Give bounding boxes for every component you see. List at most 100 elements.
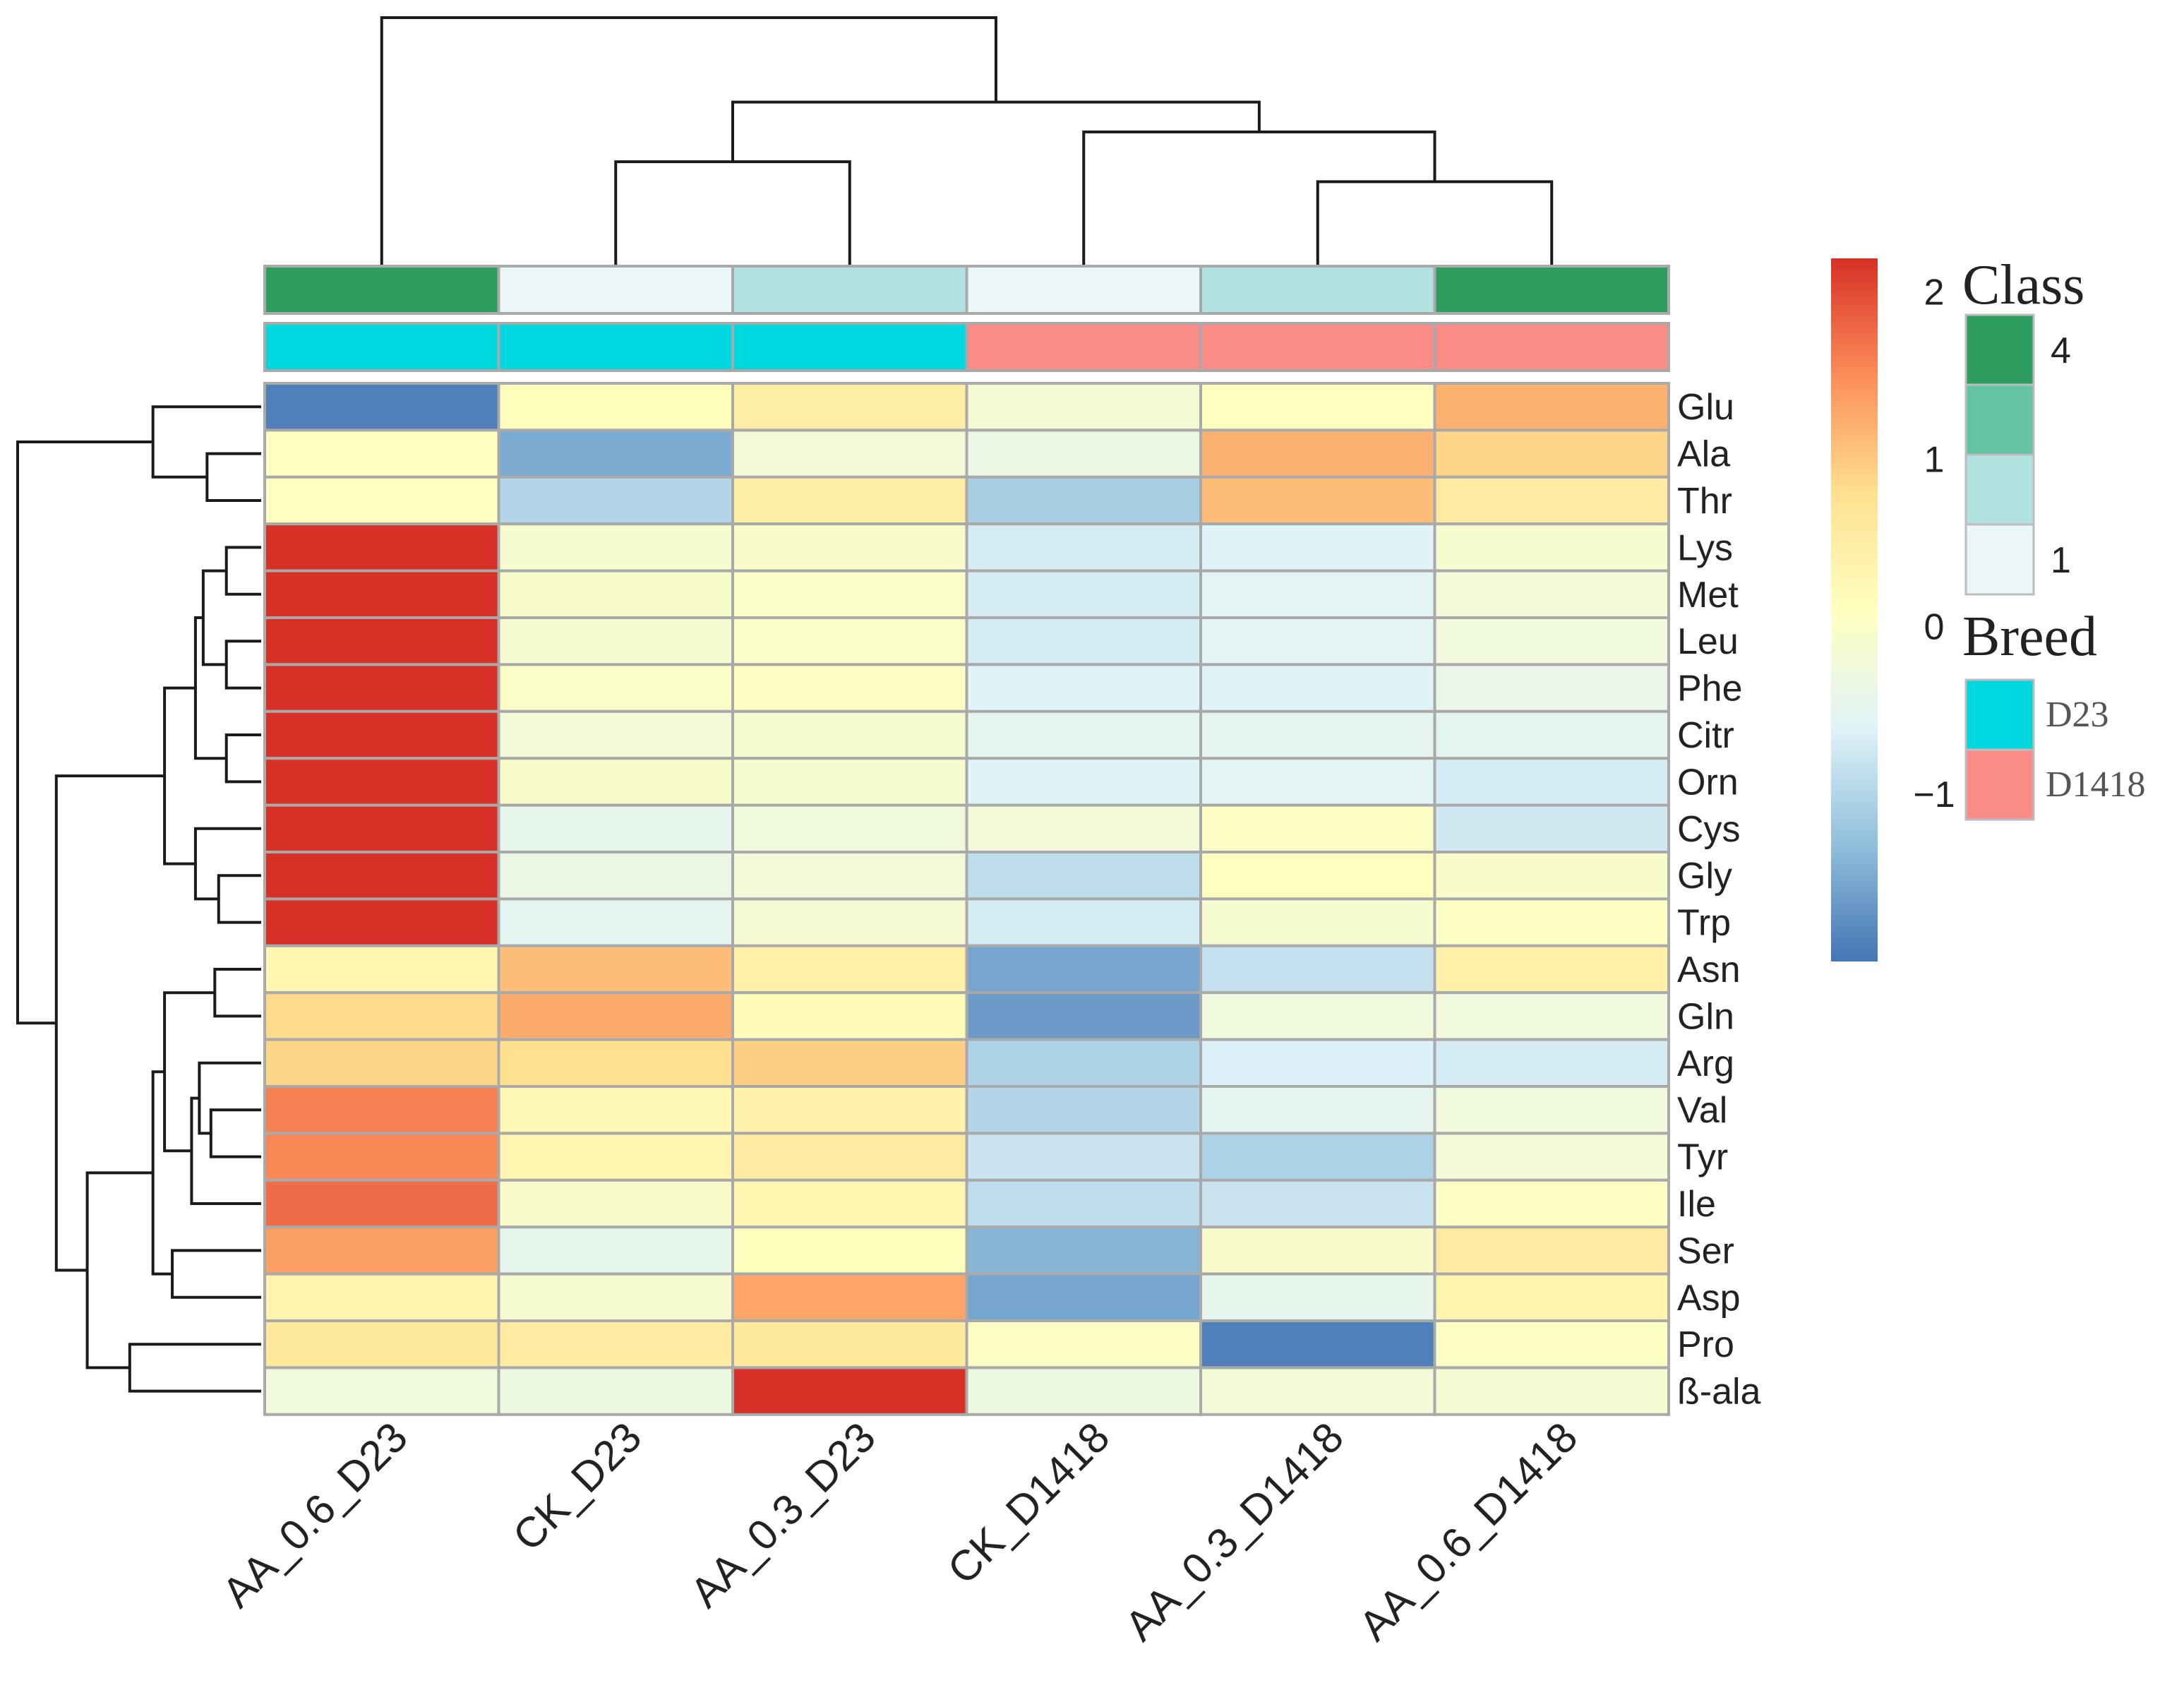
heatmap-cell-Orn-AA_0.6_D23 (263, 757, 500, 807)
heatmap-cell-Lys-AA_0.3_D23 (731, 522, 968, 573)
heatmap-cell-Arg-AA_0.6_D1418 (1433, 1038, 1670, 1088)
class-annotation-bar (263, 265, 1670, 315)
heatmap-cell-Lys-CK_D23 (497, 522, 734, 573)
column-label-AA_0.6_D1418: AA_0.6_D1418 (1350, 1413, 1586, 1650)
heatmap-cell-Tyr-CK_D23 (497, 1132, 734, 1182)
row-dendrogram-link (198, 1061, 261, 1135)
row-label-Arg: Arg (1677, 1043, 1734, 1084)
row-dendrogram-link (209, 1108, 261, 1158)
heatmap-cell-Met-AA_0.3_D1418 (1199, 569, 1436, 619)
heatmap-cell-Leu-AA_0.6_D1418 (1433, 616, 1670, 666)
row-label-Tyr: Tyr (1677, 1137, 1728, 1178)
heatmap-cell-Pro-AA_0.3_D1418 (1199, 1319, 1436, 1370)
row-label-Ala: Ala (1677, 434, 1730, 475)
class-legend-label: 1 (2051, 540, 2071, 581)
row-label-Gln: Gln (1677, 996, 1734, 1037)
column-dendrogram-link (614, 160, 851, 266)
class-legend-title: Class (1962, 254, 2084, 316)
row-dendrogram-link (224, 640, 261, 690)
color-scale-bar (1831, 258, 1878, 961)
heatmap-cell-Orn-CK_D23 (497, 757, 734, 807)
heatmap-cell-Thr-AA_0.3_D23 (731, 475, 968, 526)
column-labels: AA_0.6_D23 CK_D23 AA_0.3_D23 CK_D1418AA_0.3… (213, 1413, 1586, 1650)
column-label-AA_0.6_D23: AA_0.6_D23 (213, 1413, 416, 1617)
breed-cell-AA_0.3_D23 (731, 322, 968, 372)
heatmap-cell-Ala-CK_D23 (497, 429, 734, 479)
heatmap-cell-Cys-CK_D1418 (965, 803, 1202, 853)
row-dendrogram-link (151, 405, 261, 479)
row-dendrogram-link (16, 441, 153, 1025)
breed-cell-CK_D23 (497, 322, 734, 372)
breed-cell-CK_D1418 (965, 322, 1202, 372)
heatmap-cell-Ala-AA_0.3_D23 (731, 429, 968, 479)
heatmap-cell-Arg-CK_D1418 (965, 1038, 1202, 1088)
column-label-CK_D1418: CK_D1418 (939, 1413, 1119, 1593)
heatmap-cell-Gly-CK_D23 (497, 851, 734, 901)
heatmap-cell-Leu-AA_0.3_D23 (731, 616, 968, 666)
row-dendrogram-link (205, 452, 261, 502)
heatmap-cell-Thr-AA_0.3_D1418 (1199, 475, 1436, 526)
row-label-Met: Met (1677, 575, 1739, 616)
class-legend-swatch-1 (1964, 523, 2035, 596)
heatmap-cell-Pro-CK_D23 (497, 1319, 734, 1370)
column-dendrogram-link (1316, 180, 1554, 266)
row-label-ß-ala: ß-ala (1677, 1372, 1761, 1413)
heatmap-cell-Val-CK_D1418 (965, 1085, 1202, 1135)
heatmap-cell-Arg-CK_D23 (497, 1038, 734, 1088)
heatmap-cell-Asp-AA_0.3_D1418 (1199, 1272, 1436, 1322)
heatmap-cell-ß-ala-AA_0.6_D1418 (1433, 1366, 1670, 1416)
heatmap-cell-Gln-CK_D1418 (965, 991, 1202, 1041)
row-label-Ile: Ile (1677, 1184, 1716, 1225)
color-scale-tick: 1 (1924, 440, 1945, 481)
row-label-Leu: Leu (1677, 621, 1739, 662)
heatmap-cell-Asn-AA_0.3_D1418 (1199, 944, 1436, 995)
heatmap-cell-Tyr-AA_0.3_D23 (731, 1132, 968, 1182)
heatmap-cell-Phe-AA_0.3_D1418 (1199, 663, 1436, 713)
heatmap-cell-Orn-CK_D1418 (965, 757, 1202, 807)
heatmap-cell-Trp-AA_0.6_D23 (263, 897, 500, 947)
heatmap-cell-Tyr-CK_D1418 (965, 1132, 1202, 1182)
class-legend-swatch-2 (1964, 453, 2035, 526)
row-label-Glu: Glu (1677, 387, 1734, 428)
row-label-Ser: Ser (1677, 1230, 1734, 1271)
heatmap-cell-Leu-CK_D1418 (965, 616, 1202, 666)
breed-legend: Breed D23 D1418 (1962, 606, 2146, 821)
row-dendrogram-link (224, 733, 261, 784)
row-dendrogram-link (201, 569, 227, 666)
heatmap-cell-Ser-AA_0.3_D1418 (1199, 1225, 1436, 1276)
heatmap-cell-Lys-CK_D1418 (965, 522, 1202, 573)
heatmap-cell-Pro-AA_0.6_D23 (263, 1319, 500, 1370)
row-label-Asp: Asp (1677, 1278, 1741, 1319)
row-label-Gly: Gly (1677, 856, 1732, 897)
color-scale-tick: 0 (1924, 607, 1945, 648)
row-dendrogram-link (85, 1171, 153, 1370)
class-legend-swatch-3 (1964, 383, 2035, 456)
row-dendrogram-link (190, 1096, 261, 1205)
heatmap-cell-Tyr-AA_0.3_D1418 (1199, 1132, 1436, 1182)
heatmap-cell-Phe-AA_0.6_D1418 (1433, 663, 1670, 713)
heatmap-cell-Leu-CK_D23 (497, 616, 734, 666)
row-label-Cys: Cys (1677, 809, 1741, 850)
breed-annotation-bar (263, 322, 1670, 372)
color-scale-legend: 2 1 0 −1 (1831, 258, 1955, 961)
heatmap-cell-Trp-CK_D23 (497, 897, 734, 947)
heatmap-cell-Tyr-AA_0.6_D23 (263, 1132, 500, 1182)
heatmap-cell-Leu-AA_0.3_D1418 (1199, 616, 1436, 666)
heatmap-cell-Glu-AA_0.6_D1418 (1433, 382, 1670, 432)
heatmap-cell-Glu-AA_0.3_D1418 (1199, 382, 1436, 432)
column-label-AA_0.3_D23: AA_0.3_D23 (681, 1413, 884, 1617)
row-label-Val: Val (1677, 1090, 1727, 1131)
heatmap-cell-Ser-AA_0.6_D1418 (1433, 1225, 1670, 1276)
heatmap-cell-Ile-AA_0.3_D1418 (1199, 1178, 1436, 1229)
heatmap-cell-Val-AA_0.6_D23 (263, 1085, 500, 1135)
heatmap-cell-Thr-AA_0.6_D1418 (1433, 475, 1670, 526)
class-legend-swatch-4 (1964, 313, 2035, 386)
heatmap-cell-Arg-AA_0.3_D23 (731, 1038, 968, 1088)
heatmap-cell-Gln-AA_0.3_D1418 (1199, 991, 1436, 1041)
heatmap-cell-Trp-AA_0.3_D23 (731, 897, 968, 947)
heatmap-cell-Met-AA_0.6_D1418 (1433, 569, 1670, 619)
heatmap-cell-ß-ala-AA_0.3_D1418 (1199, 1366, 1436, 1416)
row-dendrogram-link (213, 968, 261, 1018)
heatmap-cell-Trp-CK_D1418 (965, 897, 1202, 947)
